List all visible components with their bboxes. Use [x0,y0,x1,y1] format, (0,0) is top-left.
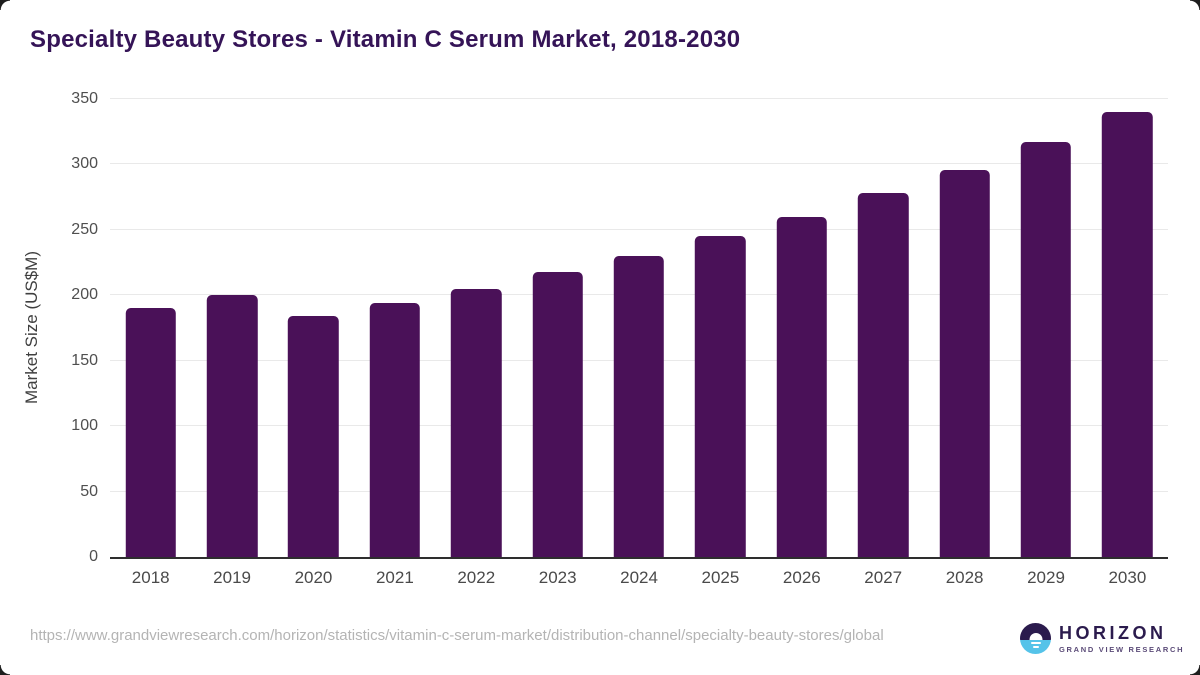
bar-2019[interactable] [206,295,258,557]
gridline [110,98,1168,99]
x-axis-ticks: 2018 2019 2020 2021 2022 2023 2024 2025 2026 2027… [110,568,1168,588]
x-tick-label-2019: 2019 [213,568,251,587]
bar-column-2025 [680,99,761,557]
y-tick-label: 350 [71,90,98,107]
y-tick-label: 250 [71,220,98,238]
y-tick-label: 150 [71,351,98,369]
window-corner-top-right [1190,0,1200,10]
bar-column-2026 [761,99,842,557]
plot-area [110,98,1168,557]
x-tick-label-2018: 2018 [131,568,170,587]
bar-2022[interactable] [451,288,502,557]
bar-2025[interactable] [695,236,746,557]
x-tick-label-2030: 2030 [1108,568,1147,587]
window-corner-top-left [0,0,10,10]
window-corner-bottom-left [0,665,10,675]
x-tick-label-2027: 2027 [864,568,903,587]
bar-2023[interactable] [532,271,583,557]
bar-2021[interactable] [369,303,421,557]
bar-column-2028 [924,99,1005,557]
bar-column-2023 [517,99,598,557]
y-tick-label: 300 [71,155,98,173]
window-corner-bottom-right [1190,665,1200,675]
x-tick-label-2020: 2020 [294,568,333,587]
bar-2029[interactable] [1020,142,1072,557]
x-tick-label-2024: 2024 [620,568,658,587]
bar-column-2021 [354,99,435,557]
horizon-sunset-icon [1020,623,1051,654]
bar-2027[interactable] [857,193,909,557]
x-tick-label-2025: 2025 [701,568,740,587]
bar-2026[interactable] [776,216,828,557]
y-tick-label: 50 [80,482,98,500]
logo-brand-text: HORIZON [1059,622,1167,643]
logo-sub-brand-text: GRAND VIEW RESEARCH [1059,644,1185,654]
source-url: https://www.grandviewresearch.com/horizo… [30,627,884,644]
bar-2028[interactable] [939,169,990,557]
bar-2024[interactable] [613,256,665,557]
x-axis-line [110,557,1168,559]
chart-title: Specialty Beauty Stores - Vitamin C Seru… [30,26,741,53]
bar-column-2020 [273,99,354,557]
x-tick-label-2023: 2023 [538,568,577,587]
x-tick-label-2021: 2021 [375,568,414,587]
bar-column-2030 [1087,99,1168,557]
y-tick-label: 0 [89,548,98,565]
x-tick-label-2026: 2026 [782,568,821,587]
bar-column-2029 [1005,99,1086,557]
bar-2020[interactable] [288,316,339,557]
horizon-logo: HORIZON GRAND VIEW RESEARCH [1020,623,1184,654]
y-axis-ticks: 0 50 100 150 200 250 300 350 [0,90,98,565]
x-tick-label-2022: 2022 [457,568,496,587]
bar-column-2019 [191,99,272,557]
gridline [110,228,1168,230]
bar-column-2027 [843,99,924,557]
gridline [110,163,1168,165]
bar-2030[interactable] [1102,112,1153,557]
bar-column-2018 [110,99,191,557]
bar-column-2022 [436,99,517,557]
bar-column-2024 [598,99,679,557]
y-tick-label: 200 [71,286,98,304]
bar-2018[interactable] [125,308,176,557]
x-tick-label-2028: 2028 [945,568,984,587]
x-tick-label-2029: 2029 [1027,568,1065,587]
y-tick-label: 100 [71,417,98,435]
